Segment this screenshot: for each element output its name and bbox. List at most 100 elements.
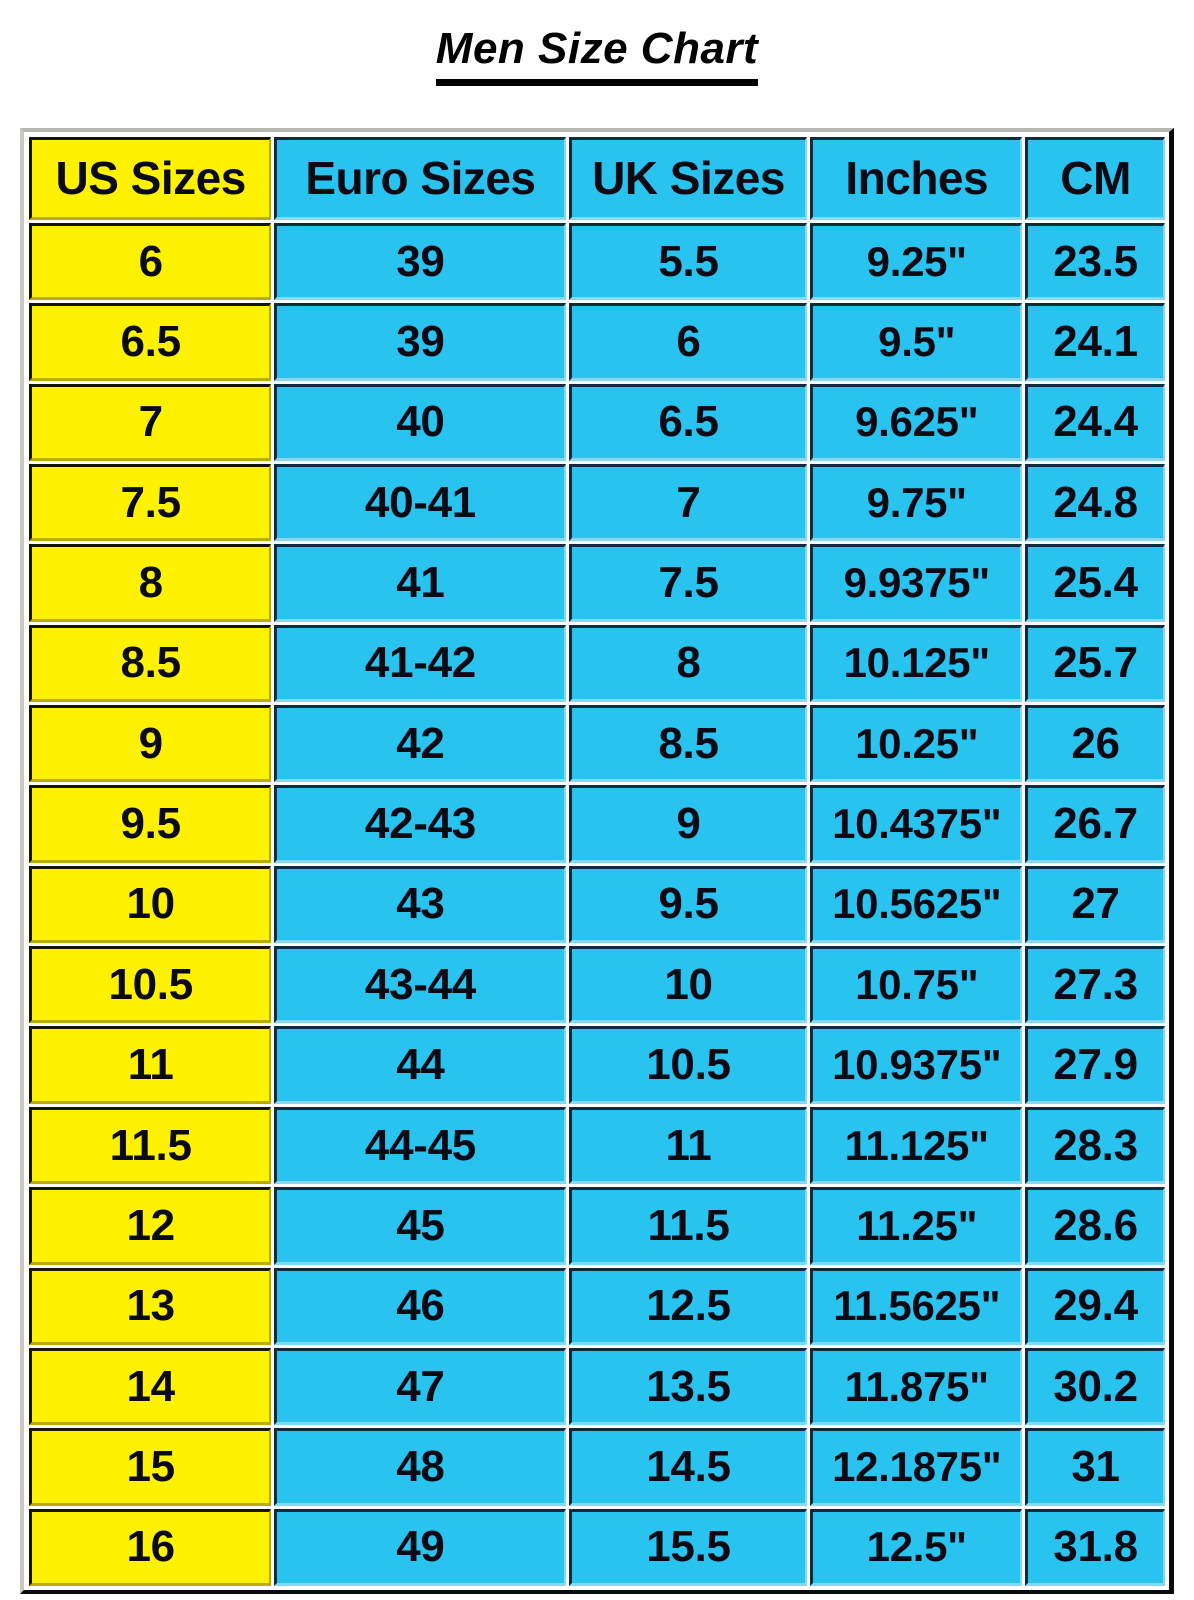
cell-uk: 9.5 bbox=[568, 865, 808, 944]
table-row: 6 39 5.5 9.25" 23.5 bbox=[29, 222, 1165, 301]
cell-uk: 7.5 bbox=[568, 544, 808, 622]
cell-cm: 30.2 bbox=[1025, 1347, 1165, 1426]
cell-uk: 7 bbox=[568, 463, 808, 542]
cell-euro: 43-44 bbox=[274, 946, 566, 1024]
cell-cm: 27.3 bbox=[1025, 946, 1165, 1024]
cell-inches: 11.5625" bbox=[810, 1267, 1023, 1345]
cell-euro: 45 bbox=[274, 1187, 566, 1265]
page-title: Men Size Chart bbox=[435, 26, 759, 86]
cell-us: 15 bbox=[29, 1428, 272, 1506]
table-row: 16 49 15.5 12.5" 31.8 bbox=[29, 1508, 1165, 1586]
cell-cm: 27.9 bbox=[1025, 1026, 1165, 1104]
cell-inches: 10.4375" bbox=[810, 785, 1023, 863]
cell-cm: 26.7 bbox=[1025, 785, 1165, 863]
cell-euro: 42-43 bbox=[274, 785, 566, 863]
cell-inches: 9.75" bbox=[810, 463, 1023, 542]
cell-uk: 6 bbox=[568, 303, 808, 381]
cell-euro: 41-42 bbox=[274, 624, 566, 703]
cell-euro: 40 bbox=[274, 383, 566, 461]
cell-inches: 10.5625" bbox=[810, 865, 1023, 944]
cell-inches: 11.875" bbox=[810, 1347, 1023, 1426]
cell-us: 6 bbox=[29, 222, 272, 301]
cell-uk: 12.5 bbox=[568, 1267, 808, 1345]
cell-us: 7.5 bbox=[29, 463, 272, 542]
column-header-inches: Inches bbox=[810, 137, 1023, 220]
cell-cm: 28.3 bbox=[1025, 1106, 1165, 1185]
cell-cm: 26 bbox=[1025, 705, 1165, 783]
cell-cm: 24.8 bbox=[1025, 463, 1165, 542]
column-header-uk: UK Sizes bbox=[568, 137, 808, 220]
cell-inches: 11.125" bbox=[810, 1106, 1023, 1185]
size-table-frame: US Sizes Euro Sizes UK Sizes Inches CM 6 39 5.5… bbox=[20, 128, 1174, 1594]
table-row: 7 40 6.5 9.625" 24.4 bbox=[29, 383, 1165, 461]
table-row: 12 45 11.5 11.25" 28.6 bbox=[29, 1187, 1165, 1265]
cell-us: 7 bbox=[29, 383, 272, 461]
table-row: 9 42 8.5 10.25" 26 bbox=[29, 705, 1165, 783]
cell-us: 16 bbox=[29, 1508, 272, 1586]
cell-us: 10.5 bbox=[29, 946, 272, 1024]
table-row: 15 48 14.5 12.1875" 31 bbox=[29, 1428, 1165, 1506]
table-row: 11 44 10.5 10.9375" 27.9 bbox=[29, 1026, 1165, 1104]
cell-uk: 14.5 bbox=[568, 1428, 808, 1506]
cell-us: 11.5 bbox=[29, 1106, 272, 1185]
cell-euro: 49 bbox=[274, 1508, 566, 1586]
cell-inches: 12.5" bbox=[810, 1508, 1023, 1586]
cell-euro: 39 bbox=[274, 222, 566, 301]
cell-euro: 41 bbox=[274, 544, 566, 622]
cell-euro: 44 bbox=[274, 1026, 566, 1104]
table-body: US Sizes Euro Sizes UK Sizes Inches CM 6 39 5.5… bbox=[29, 137, 1165, 1586]
cell-us: 12 bbox=[29, 1187, 272, 1265]
cell-us: 8 bbox=[29, 544, 272, 622]
cell-inches: 10.9375" bbox=[810, 1026, 1023, 1104]
cell-cm: 28.6 bbox=[1025, 1187, 1165, 1265]
cell-cm: 23.5 bbox=[1025, 222, 1165, 301]
cell-inches: 10.25" bbox=[810, 705, 1023, 783]
cell-cm: 31.8 bbox=[1025, 1508, 1165, 1586]
table-row: 6.5 39 6 9.5" 24.1 bbox=[29, 303, 1165, 381]
title-container: Men Size Chart bbox=[0, 0, 1194, 112]
table-row: 11.5 44-45 11 11.125" 28.3 bbox=[29, 1106, 1165, 1185]
cell-us: 9.5 bbox=[29, 785, 272, 863]
table-row: 8 41 7.5 9.9375" 25.4 bbox=[29, 544, 1165, 622]
cell-uk: 11 bbox=[568, 1106, 808, 1185]
cell-cm: 31 bbox=[1025, 1428, 1165, 1506]
cell-euro: 44-45 bbox=[274, 1106, 566, 1185]
table-row: 7.5 40-41 7 9.75" 24.8 bbox=[29, 463, 1165, 542]
cell-uk: 10 bbox=[568, 946, 808, 1024]
cell-us: 13 bbox=[29, 1267, 272, 1345]
cell-us: 8.5 bbox=[29, 624, 272, 703]
cell-cm: 24.4 bbox=[1025, 383, 1165, 461]
table-row: 10 43 9.5 10.5625" 27 bbox=[29, 865, 1165, 944]
cell-uk: 6.5 bbox=[568, 383, 808, 461]
cell-euro: 42 bbox=[274, 705, 566, 783]
table-row: 14 47 13.5 11.875" 30.2 bbox=[29, 1347, 1165, 1426]
cell-uk: 8 bbox=[568, 624, 808, 703]
cell-euro: 40-41 bbox=[274, 463, 566, 542]
cell-cm: 27 bbox=[1025, 865, 1165, 944]
cell-inches: 9.5" bbox=[810, 303, 1023, 381]
table-row: 9.5 42-43 9 10.4375" 26.7 bbox=[29, 785, 1165, 863]
cell-euro: 39 bbox=[274, 303, 566, 381]
table-row: 13 46 12.5 11.5625" 29.4 bbox=[29, 1267, 1165, 1345]
cell-us: 10 bbox=[29, 865, 272, 944]
cell-cm: 25.4 bbox=[1025, 544, 1165, 622]
cell-cm: 24.1 bbox=[1025, 303, 1165, 381]
cell-cm: 25.7 bbox=[1025, 624, 1165, 703]
cell-inches: 10.125" bbox=[810, 624, 1023, 703]
column-header-us: US Sizes bbox=[29, 137, 272, 220]
column-header-euro: Euro Sizes bbox=[274, 137, 566, 220]
cell-us: 14 bbox=[29, 1347, 272, 1426]
column-header-cm: CM bbox=[1025, 137, 1165, 220]
cell-euro: 48 bbox=[274, 1428, 566, 1506]
cell-cm: 29.4 bbox=[1025, 1267, 1165, 1345]
cell-inches: 9.9375" bbox=[810, 544, 1023, 622]
size-chart-table: US Sizes Euro Sizes UK Sizes Inches CM 6 39 5.5… bbox=[26, 134, 1168, 1589]
cell-uk: 8.5 bbox=[568, 705, 808, 783]
cell-inches: 9.25" bbox=[810, 222, 1023, 301]
cell-uk: 11.5 bbox=[568, 1187, 808, 1265]
cell-euro: 43 bbox=[274, 865, 566, 944]
cell-euro: 47 bbox=[274, 1347, 566, 1426]
table-row: 8.5 41-42 8 10.125" 25.7 bbox=[29, 624, 1165, 703]
cell-uk: 15.5 bbox=[568, 1508, 808, 1586]
